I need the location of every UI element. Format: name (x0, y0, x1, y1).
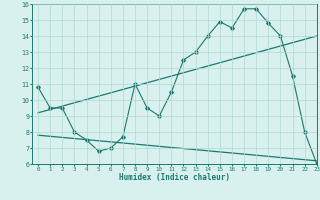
X-axis label: Humidex (Indice chaleur): Humidex (Indice chaleur) (119, 173, 230, 182)
